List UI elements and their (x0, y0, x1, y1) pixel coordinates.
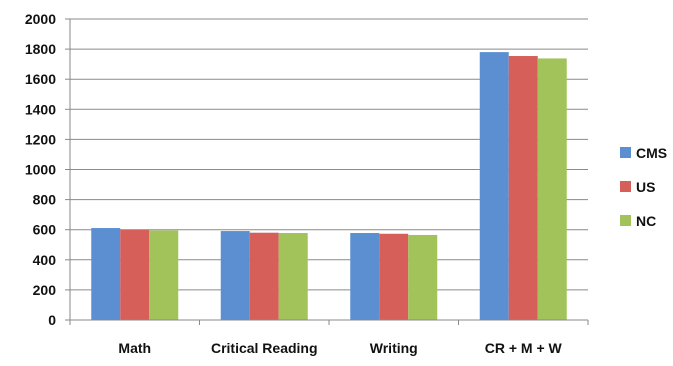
x-tick-label: Math (118, 340, 151, 356)
bar-cms-1 (220, 231, 250, 320)
bar-us-1 (249, 232, 279, 320)
y-tick-label: 1600 (25, 71, 56, 87)
bar-nc-3 (537, 58, 567, 320)
legend-swatch-us (620, 181, 631, 192)
y-tick-labels: 0 200 400 600 800 1000 1200 1400 1600 1800 2000 (25, 11, 56, 328)
y-tick-label: 0 (48, 312, 56, 328)
legend-label-nc: NC (636, 212, 657, 229)
y-tick-label: 1200 (25, 131, 56, 147)
y-tick-label: 200 (33, 282, 57, 298)
legend-item-nc: NC (620, 212, 667, 229)
legend-item-us: US (620, 178, 667, 195)
axes (69, 19, 589, 325)
y-tick-label: 1000 (25, 162, 56, 178)
bar-cms-0 (91, 228, 121, 320)
y-tick-label: 600 (33, 222, 57, 238)
bar-nc-0 (149, 230, 179, 320)
bars (91, 52, 567, 321)
x-tick-label: Writing (370, 340, 418, 356)
bar-us-3 (508, 56, 538, 320)
bar-nc-2 (408, 234, 438, 320)
x-tick-label: CR + M + W (485, 340, 563, 356)
x-tick-labels: Math Critical Reading Writing CR + M + W (118, 340, 562, 356)
legend-swatch-nc (620, 215, 631, 226)
legend-label-us: US (636, 178, 656, 195)
legend-item-cms: CMS (620, 144, 667, 161)
bar-nc-1 (278, 233, 308, 320)
y-tick-label: 1800 (25, 41, 56, 57)
bar-us-0 (120, 229, 150, 320)
bar-cms-3 (479, 52, 509, 321)
bar-cms-2 (350, 233, 380, 320)
legend-label-cms: CMS (636, 144, 668, 161)
y-tick-label: 1400 (25, 101, 56, 117)
legend: CMS US NC (620, 144, 667, 246)
y-tick-label: 800 (33, 192, 57, 208)
y-tick-label: 2000 (25, 11, 56, 27)
x-tick-label: Critical Reading (211, 340, 318, 356)
y-tick-label: 400 (33, 252, 57, 268)
legend-swatch-cms (620, 147, 631, 158)
bar-us-2 (379, 233, 409, 320)
